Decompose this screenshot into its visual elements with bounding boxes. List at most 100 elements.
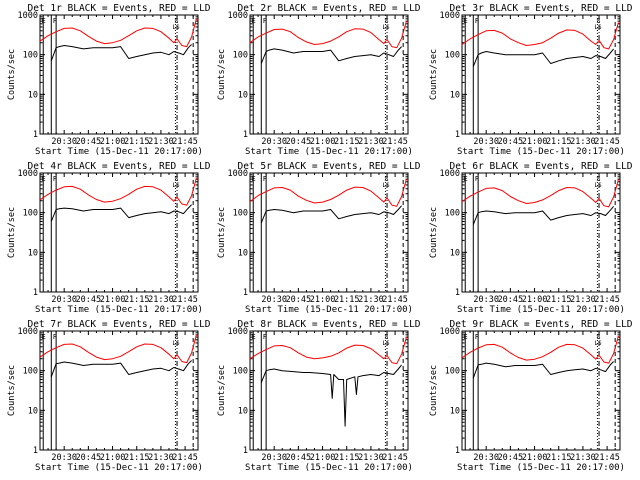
x-tick-label: 21:30 (570, 137, 596, 147)
x-tick-label: 21:15 (546, 295, 572, 305)
plot-frame (461, 14, 621, 135)
events-series-line (472, 361, 614, 379)
y-tick-label: 1000 (228, 11, 248, 21)
x-tick-label: 21:15 (124, 295, 150, 305)
marker-label-e: E (42, 17, 46, 25)
lld-series-line (249, 178, 407, 207)
y-tick-label: 1 (455, 130, 460, 140)
y-tick-label: 1000 (440, 11, 460, 21)
x-tick-label: 21:15 (334, 137, 360, 147)
y-tick-label: 100 (23, 209, 38, 219)
marker-label-f: F (263, 333, 267, 341)
y-axis-label: Counts/sec (429, 365, 439, 416)
x-axis-label: Start Time (15-Dec-11 20:17:00) (35, 305, 203, 315)
x-tick-label: 21:45 (172, 137, 198, 147)
marker-label-ls: LS (382, 340, 390, 347)
plot-frame (461, 330, 621, 451)
plot-frame (249, 14, 409, 135)
marker-label-ls: LS (172, 182, 180, 189)
x-tick-label: 21:30 (148, 295, 174, 305)
plot-frame (249, 172, 409, 293)
x-tick-label: 21:45 (594, 137, 620, 147)
y-tick-label: 1000 (18, 11, 38, 21)
panel-3: Det 3r BLACK = Events, RED = LLD 20:3020:… (429, 3, 633, 157)
x-axis-label: Start Time (15-Dec-11 20:17:00) (245, 147, 413, 157)
x-tick-label: 20:45 (76, 137, 102, 147)
marker-label-f: F (263, 17, 267, 25)
y-tick-label: 100 (233, 51, 248, 61)
x-tick-label: 21:45 (382, 295, 408, 305)
lld-series-line (39, 18, 197, 48)
x-axis-label: Start Time (15-Dec-11 20:17:00) (35, 463, 203, 473)
marker-label-e: E (252, 333, 256, 341)
x-axis-label: Start Time (15-Dec-11 20:17:00) (245, 305, 413, 315)
x-tick-label: 20:45 (498, 453, 524, 463)
lld-series-line (461, 22, 619, 50)
y-tick-label: 1 (455, 288, 460, 298)
x-tick-label: 21:30 (148, 453, 174, 463)
x-axis-label: Start Time (15-Dec-11 20:17:00) (457, 463, 625, 473)
y-tick-label: 1000 (440, 327, 460, 337)
marker-label-e: E (252, 17, 256, 25)
x-tick-label: 20:45 (498, 295, 524, 305)
x-tick-label: 21:15 (546, 137, 572, 147)
y-tick-label: 100 (445, 209, 460, 219)
x-tick-label: 21:30 (570, 453, 596, 463)
y-tick-label: 1000 (440, 169, 460, 179)
marker-label-s: S (384, 17, 388, 25)
x-tick-label: 20:30 (51, 453, 77, 463)
lld-series-line (461, 335, 619, 364)
panel-5: Det 5r BLACK = Events, RED = LLD 20:3020:… (217, 161, 421, 315)
plot-frame (39, 330, 199, 451)
x-axis-label: Start Time (15-Dec-11 20:17:00) (245, 463, 413, 473)
x-tick-label: 20:30 (261, 295, 287, 305)
x-tick-label: 20:30 (261, 453, 287, 463)
x-tick-label: 21:45 (382, 453, 408, 463)
x-tick-label: 21:00 (100, 295, 126, 305)
y-axis-label: Counts/sec (7, 49, 17, 100)
events-series-line (260, 364, 402, 427)
y-tick-label: 1 (33, 446, 38, 456)
x-axis-label: Start Time (15-Dec-11 20:17:00) (35, 147, 203, 157)
y-tick-label: 10 (28, 248, 38, 258)
x-tick-label: 21:00 (522, 453, 548, 463)
marker-label-s: S (384, 333, 388, 341)
y-tick-label: 10 (28, 406, 38, 416)
x-tick-label: 21:00 (310, 295, 336, 305)
x-tick-label: 20:30 (473, 453, 499, 463)
panel-2: Det 2r BLACK = Events, RED = LLD 20:3020:… (217, 3, 421, 157)
y-tick-label: 100 (233, 367, 248, 377)
x-tick-label: 21:00 (310, 137, 336, 147)
marker-label-f: F (263, 175, 267, 183)
lld-series-line (249, 20, 407, 49)
panel-7: Det 7r BLACK = Events, RED = LLD 20:3020:… (7, 319, 211, 473)
x-tick-label: 20:45 (76, 295, 102, 305)
marker-label-e: E (252, 175, 256, 183)
x-tick-label: 21:45 (172, 295, 198, 305)
lld-series-line (249, 336, 407, 365)
marker-label-s: S (384, 175, 388, 183)
panel-title: Det 6r BLACK = Events, RED = LLD (449, 161, 632, 172)
panel-1: Det 1r BLACK = Events, RED = LLD 20:3020:… (7, 3, 211, 157)
panel-9: Det 9r BLACK = Events, RED = LLD 20:3020:… (429, 319, 633, 473)
x-tick-label: 20:45 (498, 137, 524, 147)
y-tick-label: 1 (455, 446, 460, 456)
marker-label-ls: LS (594, 340, 602, 347)
marker-label-ls: LS (172, 24, 180, 31)
events-series-line (260, 205, 402, 224)
x-tick-label: 20:45 (286, 295, 312, 305)
y-tick-label: 10 (238, 248, 248, 258)
x-tick-label: 21:15 (546, 453, 572, 463)
marker-label-ls: LS (594, 24, 602, 31)
marker-label-f: F (475, 333, 479, 341)
marker-label-ls: LS (382, 182, 390, 189)
marker-label-ls: LS (172, 340, 180, 347)
panel-6: Det 6r BLACK = Events, RED = LLD 20:3020:… (429, 161, 633, 315)
y-tick-label: 1 (33, 130, 38, 140)
y-tick-label: 100 (23, 51, 38, 61)
events-series-line (50, 360, 192, 377)
marker-label-e: E (464, 333, 468, 341)
marker-label-f: F (53, 17, 57, 25)
marker-label-f: F (53, 175, 57, 183)
